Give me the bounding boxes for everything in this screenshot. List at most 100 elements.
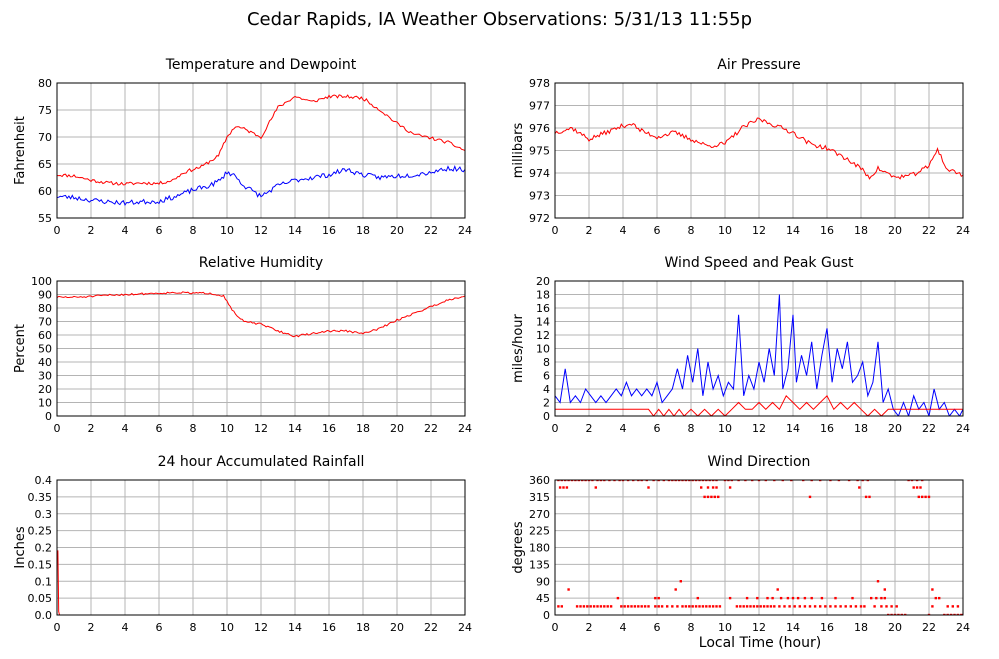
direction-point (657, 605, 660, 608)
wind-x-tick-label: 2 (586, 422, 593, 435)
direction-point (900, 613, 903, 615)
direction-point (887, 613, 890, 615)
direction-point (927, 613, 931, 615)
direction-y-tick-label: 360 (529, 474, 550, 487)
humidity-y-tick-label: 90 (38, 289, 52, 302)
direction-point (764, 480, 767, 482)
humidity-x-tick-label: 18 (356, 422, 370, 435)
direction-point (813, 605, 817, 608)
temp-x-tick-label: 20 (390, 224, 404, 237)
rain-y-tick-label: 0.15 (28, 558, 53, 571)
pressure-y-tick-label: 975 (529, 145, 550, 158)
direction-point (558, 486, 562, 489)
direction-point (557, 605, 560, 608)
direction-point (868, 495, 871, 499)
direction-point (623, 605, 626, 608)
direction-point (698, 605, 701, 608)
direction-point (647, 486, 650, 489)
direction-point (606, 605, 609, 608)
direction-point (803, 596, 807, 600)
direction-point (703, 495, 706, 499)
humidity-y-axis-label: Percent (13, 324, 28, 373)
humidity-x-tick-label: 2 (88, 422, 95, 435)
temp-series-line-0 (57, 94, 465, 186)
direction-point (897, 613, 900, 615)
direction-point (776, 588, 779, 591)
direction-point (907, 480, 910, 482)
direction-point (662, 480, 665, 482)
direction-y-tick-label: 90 (536, 575, 550, 588)
temp-x-tick-label: 24 (458, 224, 472, 237)
direction-point (870, 596, 873, 600)
wind-y-tick-label: 12 (536, 329, 550, 342)
direction-point (808, 605, 812, 608)
rain-x-tick-label: 20 (390, 621, 404, 634)
direction-x-tick-label: 10 (718, 621, 732, 634)
direction-point (893, 613, 897, 615)
direction-point (688, 605, 691, 608)
direction-point (737, 480, 740, 482)
direction-point (657, 480, 660, 482)
direction-point (751, 480, 754, 482)
direction-point (715, 480, 718, 482)
direction-point (788, 605, 791, 608)
direction-point (819, 605, 822, 608)
rain-x-tick-label: 12 (254, 621, 268, 634)
direction-point (608, 480, 611, 482)
wind-series-line-0 (555, 294, 963, 416)
humidity-x-tick-label: 14 (288, 422, 302, 435)
direction-point (711, 486, 715, 489)
temp-x-tick-label: 8 (190, 224, 197, 237)
direction-point (810, 596, 813, 600)
direction-point (745, 605, 749, 608)
direction-point (570, 480, 574, 482)
direction-point (762, 605, 766, 608)
direction-point (652, 480, 655, 482)
temp-y-tick-label: 60 (38, 185, 52, 198)
pressure-x-tick-label: 0 (552, 224, 559, 237)
pressure-y-tick-label: 977 (529, 100, 550, 113)
direction-point (895, 605, 898, 608)
direction-point (575, 605, 579, 608)
direction-point (643, 605, 647, 608)
direction-point (626, 605, 630, 608)
direction-point (851, 596, 854, 600)
direction-x-tick-label: 22 (922, 621, 936, 634)
direction-y-tick-label: 180 (529, 542, 550, 555)
direction-point (691, 605, 694, 608)
x-axis-caption: Local Time (hour) (698, 635, 822, 651)
direction-point (863, 605, 866, 608)
humidity-chart-title: Relative Humidity (199, 255, 323, 271)
direction-point (591, 480, 594, 482)
rain-y-tick-label: 0.0 (35, 609, 53, 622)
direction-point (688, 480, 691, 482)
direction-point (786, 596, 790, 600)
direction-point (727, 480, 730, 482)
direction-point (660, 605, 664, 608)
pressure-x-tick-label: 12 (752, 224, 766, 237)
direction-point (773, 605, 776, 608)
direction-point (596, 605, 599, 608)
direction-point (829, 480, 832, 482)
humidity-y-tick-label: 70 (38, 316, 52, 329)
pressure-x-tick-label: 14 (786, 224, 800, 237)
direction-point (773, 480, 776, 482)
direction-point (756, 605, 759, 608)
pressure-x-tick-label: 4 (620, 224, 627, 237)
pressure-y-axis-label: millibars (511, 123, 526, 179)
direction-point (956, 605, 960, 608)
rain-x-tick-label: 24 (458, 621, 472, 634)
direction-point (603, 480, 606, 482)
direction-point (766, 596, 769, 600)
rain-y-tick-label: 0.1 (35, 575, 53, 588)
humidity-plot-frame (56, 280, 466, 417)
wind-x-tick-label: 0 (552, 422, 559, 435)
temp-x-tick-label: 10 (220, 224, 234, 237)
direction-y-tick-label: 45 (536, 592, 550, 605)
direction-point (912, 486, 915, 489)
direction-point (705, 480, 708, 482)
wind-x-tick-label: 6 (654, 422, 661, 435)
pressure-x-tick-label: 2 (586, 224, 593, 237)
direction-point (783, 605, 786, 608)
